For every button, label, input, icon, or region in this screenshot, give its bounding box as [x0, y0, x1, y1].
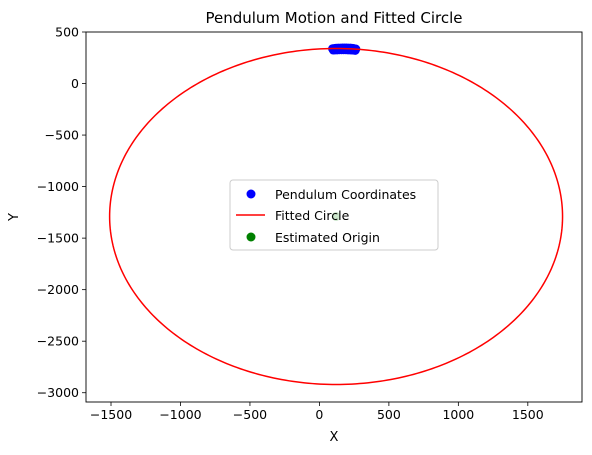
pendulum-point — [350, 45, 360, 55]
legend-label-origin: Estimated Origin — [275, 230, 380, 245]
x-tick-label: −1000 — [159, 407, 201, 422]
y-tick-label: 500 — [55, 25, 79, 40]
x-tick-label: −500 — [233, 407, 267, 422]
fitted-circle-line — [108, 47, 564, 386]
y-tick-label: −1000 — [37, 179, 79, 194]
plot-frame — [85, 31, 583, 403]
legend-label-pendulum: Pendulum Coordinates — [275, 187, 416, 202]
legend-marker-pendulum — [246, 189, 256, 199]
x-axis: −1500 −1000 −500 0 500 1000 1500 — [90, 402, 544, 422]
y-tick-label: −500 — [45, 128, 79, 143]
y-tick-label: −2500 — [37, 334, 79, 349]
y-tick-label: −2000 — [37, 282, 79, 297]
y-axis: 500 0 −500 −1000 −1500 −2000 −2500 −3000 — [37, 25, 86, 400]
plot-area — [108, 43, 564, 386]
legend-marker-origin — [246, 232, 256, 242]
y-axis-label: Y — [7, 213, 22, 222]
legend-frame — [229, 179, 439, 251]
x-tick-label: 500 — [377, 407, 401, 422]
chart-title: Pendulum Motion and Fitted Circle — [205, 9, 462, 27]
x-tick-label: 0 — [315, 407, 323, 422]
y-tick-label: −1500 — [37, 231, 79, 246]
legend: Pendulum Coordinates Fitted Circle Estim… — [229, 179, 439, 251]
x-tick-label: 1000 — [442, 407, 474, 422]
legend-label-fitted-circle: Fitted Circle — [275, 208, 350, 223]
y-tick-label: −3000 — [37, 385, 79, 400]
x-tick-label: 1500 — [512, 407, 544, 422]
x-tick-label: −1500 — [90, 407, 132, 422]
x-axis-label: X — [330, 430, 339, 445]
y-tick-label: 0 — [71, 76, 79, 91]
